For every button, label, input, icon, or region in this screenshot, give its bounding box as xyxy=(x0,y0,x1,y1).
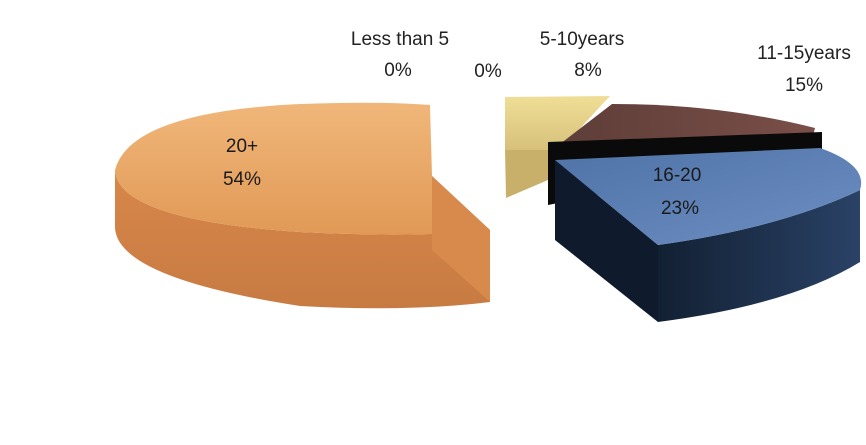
label-5-10-name: 5-10years xyxy=(540,29,625,50)
slice-5-10-top xyxy=(505,96,610,150)
label-11-15-value: 15% xyxy=(785,75,823,96)
label-16-20-name: 16-20 xyxy=(653,165,702,186)
label-11-15-name: 11-15years xyxy=(757,43,851,64)
label-extra-zero: 0% xyxy=(474,61,502,82)
slice-20plus xyxy=(115,102,490,309)
slice-16-20-front xyxy=(658,190,860,322)
slice-20plus-side xyxy=(115,170,490,309)
label-less-than-5-name: Less than 5 xyxy=(351,29,449,50)
slice-16-20 xyxy=(555,148,862,322)
slice-5-10 xyxy=(505,96,610,198)
slice-20plus-top xyxy=(115,102,490,235)
label-less-than-5-value: 0% xyxy=(384,60,412,81)
slice-16-20-top xyxy=(555,148,862,245)
slice-20plus-edge xyxy=(432,176,490,302)
label-5-10-value: 8% xyxy=(574,60,602,81)
slice-5-10-side xyxy=(505,150,560,198)
slice-11-15-top xyxy=(560,104,815,144)
label-16-20-value: 23% xyxy=(661,198,699,219)
label-20plus-value: 54% xyxy=(223,169,261,190)
slice-16-20-side xyxy=(555,160,658,322)
label-20plus-name: 20+ xyxy=(226,136,258,157)
